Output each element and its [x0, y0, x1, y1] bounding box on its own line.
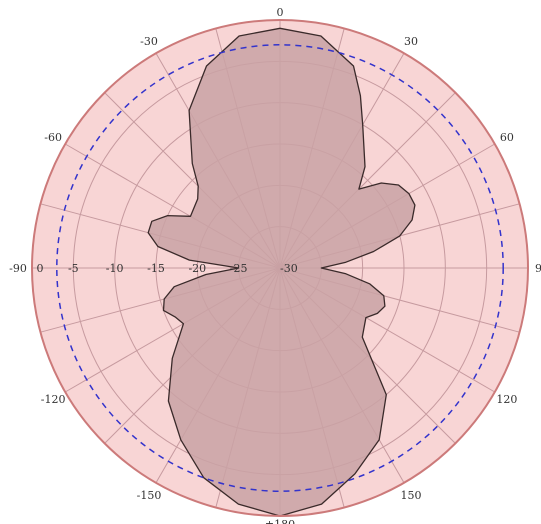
- angle-tick-label: ±180: [265, 518, 295, 524]
- radial-tick-label: -20: [188, 262, 206, 275]
- pattern-series-area: [147, 27, 416, 517]
- angle-tick-label: 60: [500, 131, 514, 144]
- radial-tick-label: -15: [147, 262, 165, 275]
- radial-tick-label: -25: [230, 262, 248, 275]
- angle-tick-label: -120: [41, 393, 66, 406]
- angle-tick-label: -90: [9, 262, 27, 275]
- radial-tick-label: -10: [106, 262, 124, 275]
- angle-tick-label: 30: [404, 35, 418, 48]
- angle-tick-label: 0: [277, 6, 284, 19]
- angle-tick-label: -150: [137, 489, 162, 502]
- angle-tick-labels: 0306090120150±180-150-120-90-60-30: [9, 6, 541, 524]
- angle-tick-label: 120: [496, 393, 517, 406]
- radial-tick-labels: 0 -5 -10 -15 -20 -25 -30: [37, 262, 298, 275]
- angle-tick-label: -60: [44, 131, 62, 144]
- angle-tick-label: 150: [401, 489, 422, 502]
- angle-tick-label: -30: [140, 35, 158, 48]
- radial-tick-label: 0: [37, 262, 44, 275]
- outer-ring: [31, 19, 529, 517]
- radial-tick-label: -30: [280, 262, 298, 275]
- radial-tick-label: -5: [68, 262, 79, 275]
- reference-level-ring: [56, 44, 504, 492]
- angle-tick-label: 90: [535, 262, 541, 275]
